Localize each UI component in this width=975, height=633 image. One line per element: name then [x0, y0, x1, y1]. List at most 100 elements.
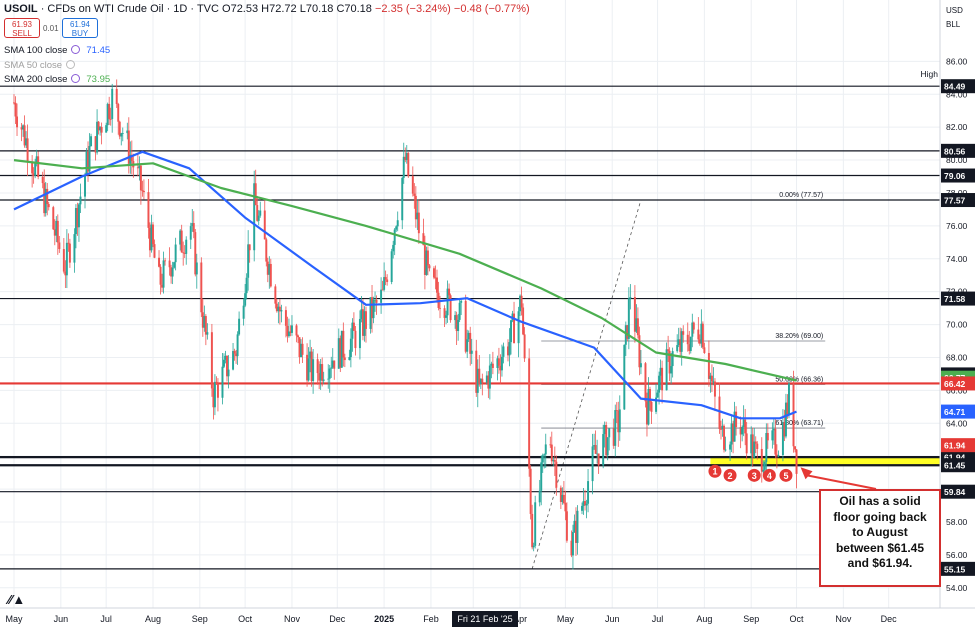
candle-body — [562, 494, 565, 504]
candle-body — [491, 363, 494, 368]
currency-label[interactable]: USD — [946, 6, 963, 15]
indicator-sma200[interactable]: SMA 200 close 73.95 — [4, 74, 110, 85]
candle-body — [290, 325, 293, 333]
moving-average-line — [13, 159, 797, 382]
candle-body — [499, 365, 502, 371]
candle-body — [263, 210, 266, 240]
candle-body — [115, 88, 118, 105]
candle-body — [342, 330, 345, 358]
candle-body — [94, 136, 97, 153]
candle-body — [395, 226, 398, 230]
candle-body — [786, 402, 789, 415]
visibility-eye-icon[interactable] — [71, 45, 81, 54]
candle-body — [753, 441, 756, 458]
candle-body — [316, 359, 319, 374]
candle-body — [280, 310, 283, 312]
candle-body — [319, 364, 322, 381]
candle-body — [210, 332, 213, 389]
candle-body — [490, 363, 493, 366]
candles-layer — [13, 79, 798, 570]
indicator-sma50[interactable]: SMA 50 close — [4, 60, 76, 71]
touch-marker — [747, 468, 761, 482]
annotation-callout: Oil has a solid floor going back to Augu… — [819, 489, 941, 587]
candle-body — [73, 234, 76, 263]
candle-body — [349, 338, 352, 358]
candle-body — [185, 239, 188, 254]
callout-line: floor going back — [833, 509, 927, 524]
candle-body — [153, 244, 156, 258]
level-tag — [941, 458, 975, 473]
candle-body — [298, 337, 301, 358]
price-tick-label: 58.00 — [946, 517, 968, 527]
visibility-eye-icon[interactable] — [71, 74, 81, 83]
buy-button[interactable]: 61.94 BUY — [62, 18, 98, 38]
touch-marker — [708, 464, 722, 478]
candle-body — [286, 325, 289, 337]
candle-body — [744, 419, 747, 434]
time-tick-label: Jun — [605, 614, 620, 624]
time-tick-label: Feb — [423, 614, 439, 624]
scale-mode-label[interactable]: BLL — [946, 20, 961, 29]
level-tag-label: 66.42 — [944, 379, 966, 389]
candle-body — [508, 342, 511, 356]
ohlc-open: O72.53 — [222, 3, 259, 15]
candle-body — [416, 212, 419, 220]
candle-body — [723, 425, 725, 450]
candle-body — [227, 369, 230, 377]
candle-body — [700, 323, 703, 344]
level-tag-label: 64.71 — [944, 407, 966, 417]
candle-body — [53, 229, 56, 236]
candle-body — [414, 195, 417, 220]
indicator-label: SMA 50 close — [4, 60, 63, 71]
ohlc-high: H72.72 — [261, 3, 297, 15]
candle-body — [559, 487, 562, 502]
candle-body — [99, 126, 102, 131]
time-tick-label: Dec — [881, 614, 898, 624]
candle-body — [760, 448, 763, 472]
candle-body — [189, 226, 192, 240]
candle-body — [522, 307, 525, 335]
candle-body — [423, 245, 426, 275]
candle-body — [686, 334, 689, 345]
candle-body — [602, 434, 605, 466]
tradingview-logo-icon[interactable]: ⁄⁄▲ — [8, 592, 26, 607]
symbol-name[interactable]: USOIL — [4, 3, 38, 15]
candle-body — [84, 174, 86, 197]
candle-body — [718, 396, 721, 429]
candle-body — [677, 339, 680, 346]
candle-body — [22, 125, 25, 130]
candle-body — [534, 502, 537, 546]
candle-body — [650, 401, 653, 412]
candle-body — [608, 428, 611, 438]
candle-body — [701, 323, 704, 348]
candle-body — [647, 389, 650, 425]
candle-body — [532, 545, 535, 548]
candle-body — [762, 469, 765, 472]
candle-body — [439, 307, 441, 309]
indicator-sma100[interactable]: SMA 100 close 71.45 — [4, 45, 110, 56]
candle-body — [584, 501, 587, 506]
spread-value: 0.01 — [43, 24, 59, 33]
candle-body — [380, 289, 383, 303]
time-tick-label: Sep — [192, 614, 208, 624]
candle-body — [46, 188, 49, 205]
candle-body — [655, 397, 658, 412]
level-tag-label: 71.58 — [944, 294, 966, 304]
candle-body — [121, 133, 124, 134]
level-tag — [941, 79, 975, 94]
candle-body — [405, 152, 408, 161]
sell-button[interactable]: 61.93 SELL — [4, 18, 40, 38]
candle-body — [179, 230, 182, 245]
candle-body — [203, 316, 206, 328]
candle-body — [254, 183, 257, 206]
candle-body — [158, 257, 161, 267]
level-tag — [941, 404, 975, 419]
candle-body — [100, 126, 103, 133]
candle-body — [287, 331, 290, 337]
visibility-eye-icon[interactable] — [66, 60, 76, 69]
candle-body — [552, 459, 555, 462]
candle-body — [582, 501, 585, 506]
